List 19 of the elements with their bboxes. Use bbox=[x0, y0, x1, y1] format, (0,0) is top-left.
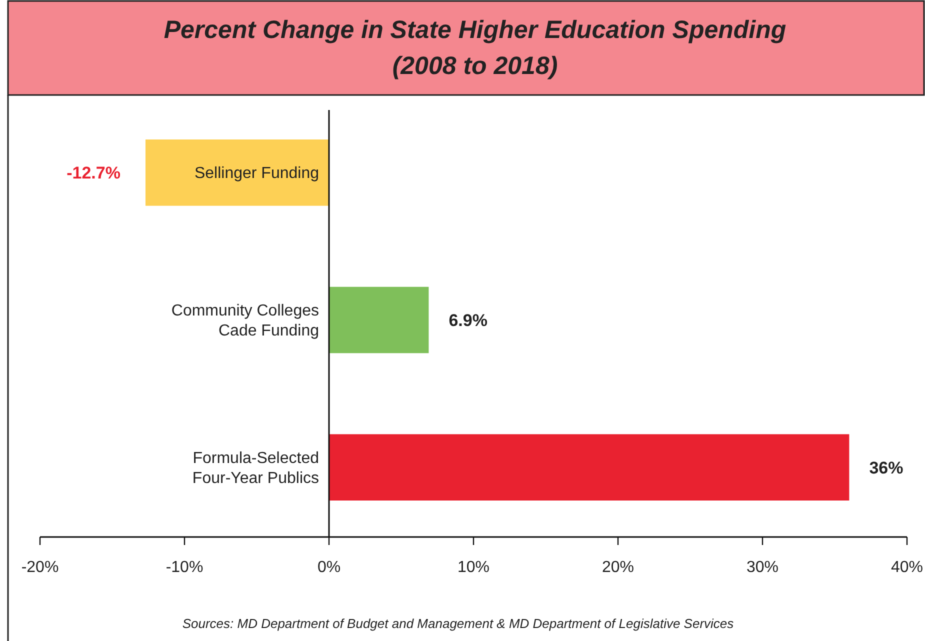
x-tick-label: 30% bbox=[746, 559, 779, 576]
y-tick-label: Community Colleges Cade Funding bbox=[171, 302, 319, 340]
x-tick-label: 10% bbox=[457, 559, 490, 576]
x-tick-label: 40% bbox=[890, 559, 924, 576]
x-tick-label: -20% bbox=[21, 559, 59, 576]
y-tick-label: Sellinger Funding bbox=[194, 165, 319, 182]
source-note: Sources: MD Department of Budget and Management & MD Department of Legislative Services bbox=[182, 616, 734, 631]
x-tick-label: 20% bbox=[602, 559, 634, 576]
chart-subtitle: (2008 to 2018) bbox=[392, 52, 558, 80]
y-tick-label: Formula-Selected Four-Year Publics bbox=[192, 450, 319, 487]
x-tick-label: 0% bbox=[317, 559, 341, 576]
data-label: 6.9% bbox=[448, 310, 488, 330]
data-label: -12.7% bbox=[66, 164, 120, 183]
chart-title: Percent Change in State Higher Education Spending bbox=[164, 16, 786, 44]
data-label: 36% bbox=[869, 458, 904, 478]
bar bbox=[329, 286, 429, 354]
x-tick-label: -10% bbox=[166, 559, 204, 576]
bar bbox=[329, 434, 850, 501]
bar bbox=[145, 139, 329, 206]
